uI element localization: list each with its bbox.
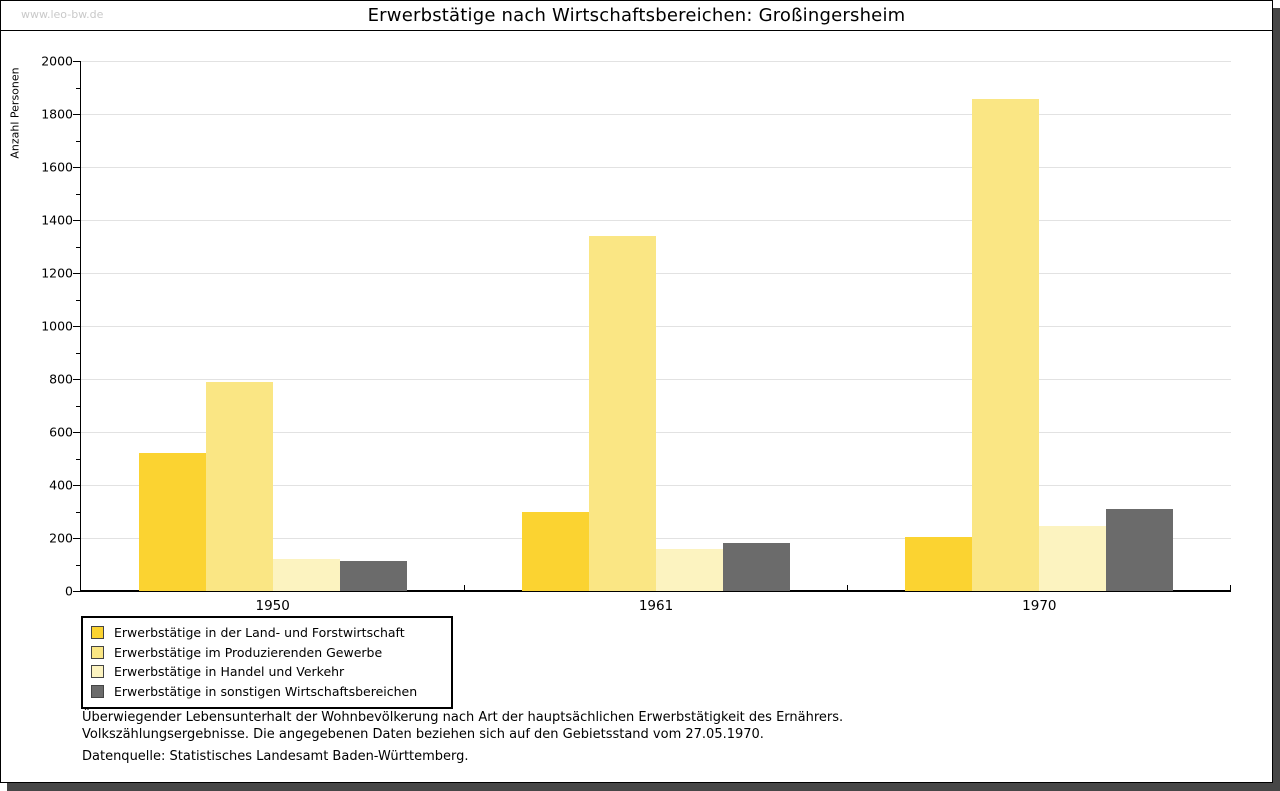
y-tick-major — [73, 220, 80, 221]
y-tick-label: 1000 — [41, 318, 73, 334]
y-tick-label: 0 — [65, 583, 73, 599]
y-tick-major — [73, 61, 80, 62]
legend-item-4: Erwerbstätige in sonstigen Wirtschaftsbe… — [91, 682, 443, 702]
y-tick-label: 200 — [49, 530, 73, 546]
legend-item-2: Erwerbstätige im Produzierenden Gewerbe — [91, 643, 443, 663]
y-tick-major — [73, 538, 80, 539]
y-tick-label: 1600 — [41, 159, 73, 175]
legend-label: Erwerbstätige im Produzierenden Gewerbe — [114, 644, 383, 660]
y-tick-label: 2000 — [41, 53, 73, 69]
legend-label: Erwerbstätige in sonstigen Wirtschaftsbe… — [114, 683, 418, 699]
gridline — [81, 538, 1231, 539]
legend-box: Erwerbstätige in der Land- und Forstwirt… — [81, 616, 453, 709]
gridline — [81, 273, 1231, 274]
x-category-label: 1961 — [638, 598, 674, 614]
y-tick-major — [73, 114, 80, 115]
y-tick-minor — [76, 564, 80, 566]
bar-series1-1950 — [138, 453, 206, 591]
bar-series1-1970 — [905, 536, 973, 591]
title-bar: www.leo-bw.de Erwerbstätige nach Wirtsch… — [1, 1, 1272, 31]
y-tick-major — [73, 591, 80, 592]
y-tick-label: 1800 — [41, 106, 73, 122]
x-category-label: 1950 — [255, 598, 290, 614]
gridline — [81, 114, 1231, 115]
legend-label: Erwerbstätige in der Land- und Forstwirt… — [114, 625, 405, 641]
y-tick-minor — [76, 405, 80, 407]
gridline — [81, 432, 1231, 433]
y-tick-minor — [76, 511, 80, 513]
gridline — [81, 485, 1231, 486]
bar-series3-1970 — [1039, 526, 1107, 591]
gridline — [81, 379, 1231, 380]
bar-series2-1961 — [589, 235, 656, 591]
y-tick-major — [73, 273, 80, 274]
bar-series4-1970 — [1106, 508, 1174, 591]
y-tick-major — [73, 167, 80, 168]
x-boundary-tick — [847, 585, 849, 590]
bar-series2-1950 — [205, 381, 273, 591]
y-tick-minor — [76, 299, 80, 301]
y-tick-label: 400 — [49, 477, 73, 493]
y-tick-major — [73, 379, 80, 380]
y-tick-minor — [76, 87, 80, 89]
y-tick-minor — [76, 352, 80, 354]
bar-series3-1961 — [656, 548, 723, 591]
x-axis-line — [80, 590, 1231, 592]
x-boundary-tick — [463, 585, 465, 590]
data-source-note: Datenquelle: Statistisches Landesamt Bad… — [82, 749, 469, 764]
x-category-label: 1970 — [1022, 598, 1057, 614]
gridline — [81, 326, 1231, 327]
gridline — [81, 220, 1231, 221]
watermark-leo-bw: www.leo-bw.de — [21, 8, 104, 21]
y-axis-line — [80, 61, 81, 592]
bar-series4-1961 — [723, 543, 790, 591]
y-tick-minor — [76, 458, 80, 460]
legend-swatch-icon — [91, 626, 104, 640]
y-tick-label: 600 — [49, 424, 73, 440]
gridline — [81, 167, 1231, 168]
y-tick-label: 1200 — [41, 265, 73, 281]
gridline — [81, 61, 1231, 62]
y-tick-major — [73, 432, 80, 433]
legend-item-3: Erwerbstätige in Handel und Verkehr — [91, 662, 443, 682]
legend-swatch-icon — [91, 684, 104, 698]
y-axis-label: Anzahl Personen — [8, 67, 22, 159]
y-tick-minor — [76, 193, 80, 195]
legend-label: Erwerbstätige in Handel und Verkehr — [114, 664, 345, 680]
footnote-line-2: Volkszählungsergebnisse. Die angegebenen… — [82, 727, 764, 742]
footnote-line-1: Überwiegender Lebensunterhalt der Wohnbe… — [82, 710, 844, 725]
bar-series2-1970 — [972, 99, 1040, 591]
chart-title: Erwerbstätige nach Wirtschaftsbereichen:… — [367, 5, 906, 26]
plot-area: 0 200 400 600 800 1000 1200 1400 1600 1800 2000 195… — [41, 54, 1231, 614]
bar-series4-1950 — [339, 560, 407, 591]
y-tick-label: 1400 — [41, 212, 73, 228]
legend-item-1: Erwerbstätige in der Land- und Forstwirt… — [91, 623, 443, 643]
y-tick-minor — [76, 140, 80, 142]
legend-swatch-icon — [91, 645, 104, 659]
y-tick-major — [73, 326, 80, 327]
x-boundary-tick — [1230, 585, 1231, 590]
bar-series3-1950 — [272, 559, 340, 591]
y-tick-major — [73, 485, 80, 486]
y-tick-label: 800 — [49, 371, 73, 387]
bar-series1-1961 — [522, 511, 589, 591]
legend-swatch-icon — [91, 665, 104, 679]
y-tick-minor — [76, 246, 80, 248]
footnote-block: Überwiegender Lebensunterhalt der Wohnbe… — [82, 709, 843, 743]
